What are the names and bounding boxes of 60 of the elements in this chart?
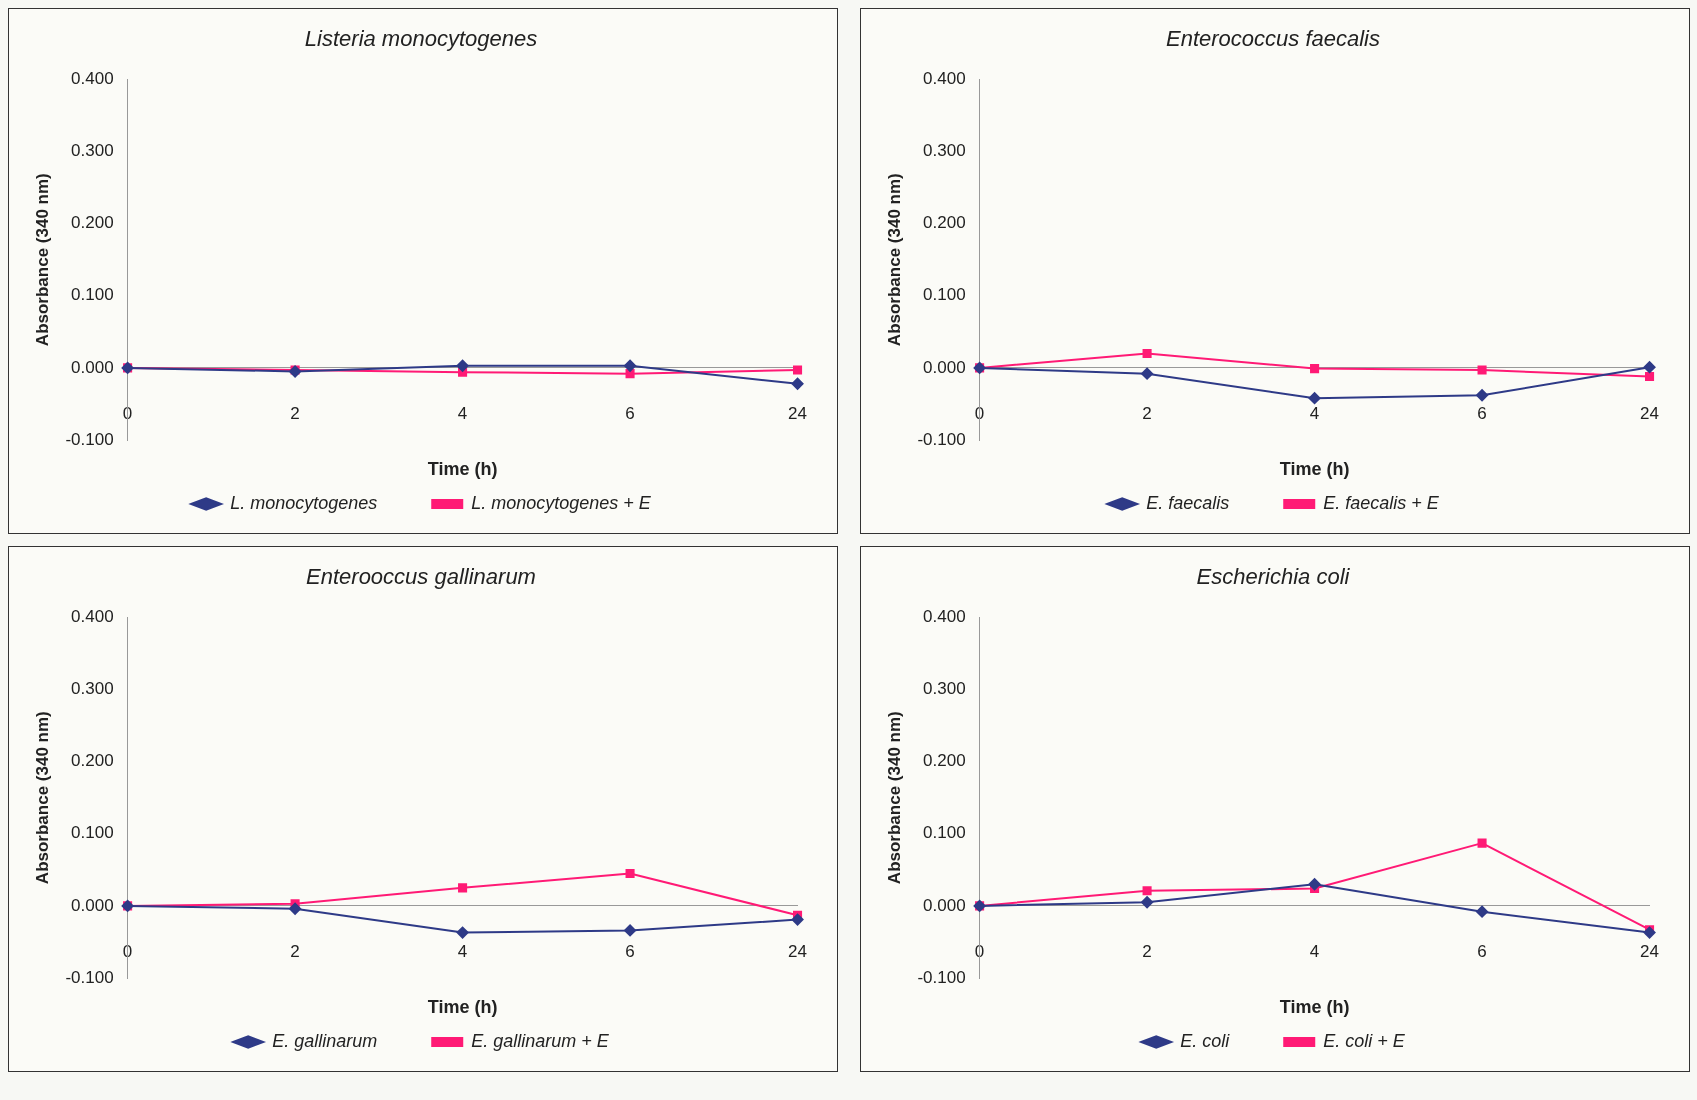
y-tick-label: 0.300 bbox=[923, 141, 966, 161]
y-tick-label: 0.200 bbox=[71, 213, 114, 233]
x-tick-label: 4 bbox=[1309, 403, 1320, 423]
x-tick-label: 2 bbox=[1142, 941, 1152, 961]
x-tick-label: 6 bbox=[1477, 941, 1487, 961]
chart-title: Enterooccus gallinarum bbox=[306, 564, 536, 590]
y-tick-label: 0.300 bbox=[71, 141, 114, 161]
x-tick-label: 2 bbox=[1142, 403, 1152, 423]
x-tick-label: 24 bbox=[1640, 403, 1660, 423]
y-tick-label: 0.000 bbox=[71, 357, 114, 377]
y-tick-label: -0.100 bbox=[917, 967, 966, 987]
chart-title: Enterococcus faecalis bbox=[1166, 26, 1380, 52]
chart-title: Escherichia coli bbox=[1196, 564, 1351, 590]
legend-label: L. monocytogenes + E bbox=[471, 493, 652, 513]
y-tick-label: -0.100 bbox=[65, 967, 114, 987]
x-tick-label: 6 bbox=[625, 941, 635, 961]
y-tick-label: 0.000 bbox=[71, 895, 114, 915]
y-tick-label: 0.100 bbox=[71, 823, 114, 843]
y-tick-label: 0.400 bbox=[71, 607, 114, 627]
x-tick-label: 24 bbox=[788, 941, 808, 961]
x-axis-title: Time (h) bbox=[1279, 458, 1350, 479]
y-axis-title: Absorbance (340 nm) bbox=[32, 711, 52, 885]
legend-label: E. coli + E bbox=[1323, 1031, 1406, 1051]
x-axis-title: Time (h) bbox=[1279, 996, 1350, 1017]
chart-title: Listeria monocytogenes bbox=[304, 26, 538, 52]
legend-label: E. faecalis + E bbox=[1323, 493, 1440, 513]
y-tick-label: -0.100 bbox=[917, 429, 966, 449]
y-tick-label: -0.100 bbox=[65, 429, 114, 449]
y-tick-label: 0.100 bbox=[71, 285, 114, 305]
x-tick-label: 4 bbox=[457, 403, 468, 423]
x-tick-label: 4 bbox=[1309, 941, 1320, 961]
x-tick-label: 2 bbox=[290, 403, 300, 423]
x-tick-label: 2 bbox=[290, 941, 300, 961]
x-axis-title: Time (h) bbox=[427, 996, 498, 1017]
y-axis-title: Absorbance (340 nm) bbox=[32, 173, 52, 347]
y-tick-label: 0.400 bbox=[71, 69, 114, 89]
y-tick-label: 0.000 bbox=[923, 357, 966, 377]
legend-label: E. faecalis bbox=[1146, 493, 1230, 513]
legend-label: L. monocytogenes bbox=[230, 493, 378, 513]
y-tick-label: 0.100 bbox=[923, 285, 966, 305]
y-tick-label: 0.200 bbox=[71, 751, 114, 771]
y-tick-label: 0.200 bbox=[923, 751, 966, 771]
y-tick-label: 0.400 bbox=[923, 69, 966, 89]
legend-label: E. gallinarum + E bbox=[471, 1031, 610, 1051]
x-axis-title: Time (h) bbox=[427, 458, 498, 479]
x-tick-label: 6 bbox=[1477, 403, 1487, 423]
y-tick-label: 0.000 bbox=[923, 895, 966, 915]
y-axis-title: Absorbance (340 nm) bbox=[884, 173, 904, 347]
y-tick-label: 0.400 bbox=[923, 607, 966, 627]
x-tick-label: 6 bbox=[625, 403, 635, 423]
y-tick-label: 0.100 bbox=[923, 823, 966, 843]
legend-label: E. coli bbox=[1180, 1031, 1231, 1051]
legend-label: E. gallinarum bbox=[272, 1031, 378, 1051]
y-tick-label: 0.300 bbox=[71, 679, 114, 699]
x-tick-label: 24 bbox=[1640, 941, 1660, 961]
y-tick-label: 0.200 bbox=[923, 213, 966, 233]
x-tick-label: 4 bbox=[457, 941, 468, 961]
y-axis-title: Absorbance (340 nm) bbox=[884, 711, 904, 885]
y-tick-label: 0.300 bbox=[923, 679, 966, 699]
x-tick-label: 24 bbox=[788, 403, 808, 423]
